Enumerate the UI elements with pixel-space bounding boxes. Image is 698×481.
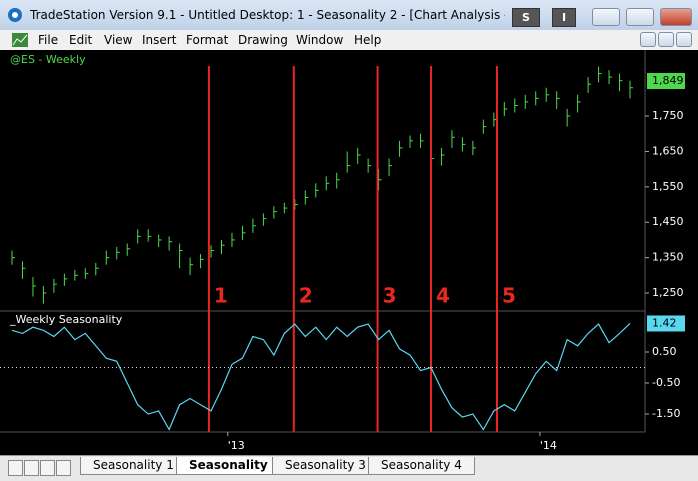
x-tick-label: '14	[540, 439, 557, 452]
event-label: 2	[299, 284, 313, 308]
event-label: 4	[436, 284, 450, 308]
seasonality-line	[11, 323, 631, 431]
mdi-close[interactable]	[676, 32, 692, 47]
tab-prev[interactable]	[24, 460, 39, 476]
sheet-tab[interactable]: Seasonality 3	[272, 457, 379, 475]
last-value-box	[647, 315, 685, 332]
chart-area: @ES - Weekly 1,250 1,350 1,450 1,550 1,650 1,7…	[0, 50, 698, 455]
y-tick-label: -0.50	[652, 376, 680, 389]
menu-item[interactable]: Drawing	[238, 33, 288, 47]
chart-icon	[12, 33, 28, 47]
pane-title: _Weekly Seasonality	[9, 313, 123, 326]
pane-title: @ES - Weekly	[10, 53, 86, 66]
minimize-button[interactable]	[592, 8, 620, 26]
maximize-button[interactable]	[626, 8, 654, 26]
y-tick-label: -1.50	[652, 407, 680, 420]
menu-item[interactable]: File	[38, 33, 59, 47]
menu-bar: File Edit View Insert Format Drawing Window Hel…	[0, 30, 698, 51]
menu-item[interactable]: Help	[354, 33, 382, 47]
sheet-tab[interactable]: Seasonality 2	[176, 457, 294, 475]
last-value-label: 1.42	[652, 316, 677, 329]
y-tick-label: 1,650	[652, 144, 684, 157]
tab-next[interactable]	[40, 460, 55, 476]
menu-item[interactable]: Insert	[142, 33, 177, 47]
y-tick-label: 0.50	[652, 345, 677, 358]
last-value-box	[647, 73, 685, 90]
x-tick-label: '13	[228, 439, 245, 452]
menu-item[interactable]: Window	[296, 33, 344, 47]
tab-first[interactable]	[8, 460, 23, 476]
chart-background	[0, 50, 698, 455]
y-tick-label: 1,250	[652, 286, 684, 299]
window-title: TradeStation Version 9.1 - Untitled Desk…	[30, 8, 505, 22]
menu-item[interactable]: Format	[186, 33, 229, 47]
sheet-tab[interactable]: Seasonality 1	[80, 457, 187, 475]
y-tick-label: 1,550	[652, 180, 684, 193]
y-tick-label: 1,750	[652, 109, 684, 122]
event-label: 1	[214, 284, 228, 308]
mdi-restore[interactable]	[658, 32, 674, 47]
last-value-label: 1,849	[652, 74, 684, 87]
mdi-minimize[interactable]	[640, 32, 656, 47]
info-button[interactable]: I	[552, 8, 576, 27]
event-label: 3	[383, 284, 397, 308]
app-icon	[8, 8, 22, 22]
event-label: 5	[502, 284, 516, 308]
sheet-tab[interactable]: Seasonality 4	[368, 457, 475, 475]
y-tick-label: 1,350	[652, 251, 684, 264]
title-bar: TradeStation Version 9.1 - Untitled Desk…	[0, 0, 698, 30]
menu-item[interactable]: View	[104, 33, 133, 47]
symbol-button[interactable]: S	[512, 8, 540, 27]
y-tick-label: 1,450	[652, 215, 684, 228]
menu-item[interactable]: Edit	[69, 33, 93, 47]
tab-last[interactable]	[56, 460, 71, 476]
close-button[interactable]	[660, 8, 692, 26]
